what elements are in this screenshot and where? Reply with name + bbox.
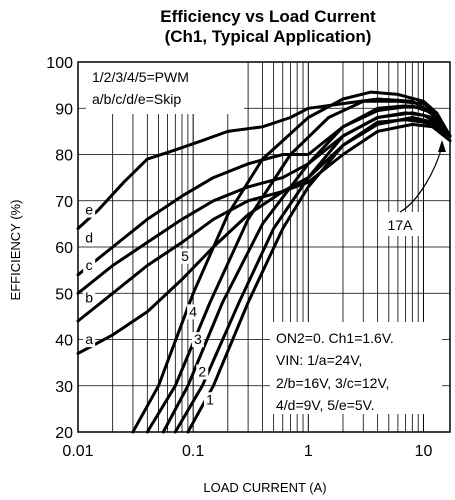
conditions-box: [270, 322, 442, 414]
series-1-label-bg: [203, 392, 216, 408]
series-b-label: b: [85, 290, 93, 306]
callout-label: 17A: [388, 217, 414, 233]
conditions-line-1: ON2=0. Ch1=1.6V.: [276, 330, 394, 346]
series-2-label: 2: [198, 364, 206, 380]
axis-ticks: 0.01 0.1 1 10 20 30 40 50 60 70 80 90 100: [46, 55, 432, 460]
series-2-label-bg: [196, 364, 209, 380]
y-axis-label: EFFICIENCY (%): [8, 200, 23, 301]
legend-line-pwm: 1/2/3/4/5=PWM: [92, 69, 189, 85]
series-d-line: [76, 104, 452, 277]
legend-line-skip: a/b/c/d/e=Skip: [92, 91, 181, 107]
series-e-label: e: [85, 202, 93, 218]
legend-box: [86, 62, 244, 114]
series-3-label-bg: [191, 332, 204, 348]
y-tick-label: 40: [55, 333, 73, 350]
y-tick-label: 80: [55, 148, 73, 165]
series-a-label-bg: [83, 332, 96, 348]
y-tick-label: 100: [46, 55, 73, 72]
series-c-label-bg: [83, 258, 96, 274]
x-tick-label: 1: [304, 443, 313, 460]
conditions-line-4: 4/d=9V, 5/e=5V.: [276, 397, 375, 413]
conditions-line-2: VIN: 1/a=24V,: [276, 352, 362, 368]
y-tick-label: 90: [55, 101, 73, 118]
series-e-line: [76, 97, 452, 230]
series-d-label-bg: [83, 230, 96, 246]
y-tick-label: 70: [55, 194, 73, 211]
callout-arrowhead: [438, 140, 446, 152]
y-tick-label: 30: [55, 379, 73, 396]
callout-box: [378, 212, 422, 236]
series-3-label: 3: [194, 331, 202, 347]
conditions-line-3: 2/b=16V, 3/c=12V,: [276, 375, 389, 391]
series-5-label-bg: [179, 248, 192, 264]
chart-subtitle: (Ch1, Typical Application): [165, 27, 372, 46]
y-tick-label: 20: [55, 425, 73, 442]
series-1-label: 1: [206, 391, 214, 407]
series-d-label: d: [85, 229, 93, 245]
x-axis-label: LOAD CURRENT (A): [203, 480, 326, 495]
series-b-line: [76, 116, 452, 323]
callout-leader: [399, 145, 443, 213]
y-tick-label: 60: [55, 240, 73, 257]
x-tick-label: 10: [415, 443, 433, 460]
callout-17a: 17A: [378, 140, 446, 236]
y-tick-label: 50: [55, 286, 73, 303]
chart-title: Efficiency vs Load Current: [160, 7, 376, 26]
series-c-label: c: [86, 257, 93, 273]
series-c-line: [76, 111, 452, 295]
x-tick-label: 0.01: [62, 443, 93, 460]
curves: 12 3 4 5 a b cde: [76, 90, 452, 434]
series-e-label-bg: [83, 202, 96, 218]
plot-frame: [77, 61, 451, 433]
series-a-label: a: [85, 331, 93, 347]
x-tick-label: 0.1: [182, 443, 204, 460]
series-4-label-bg: [187, 304, 200, 320]
series-4-label: 4: [189, 303, 197, 319]
series-b-label-bg: [83, 290, 96, 306]
series-5-label: 5: [181, 248, 189, 264]
